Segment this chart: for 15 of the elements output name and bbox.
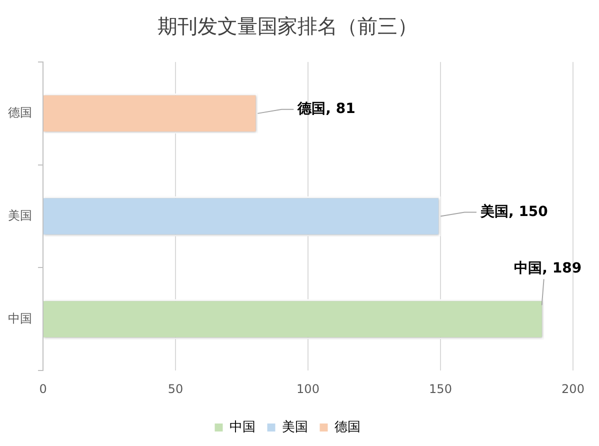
data-label: 美国, 150 bbox=[480, 202, 548, 220]
data-label: 德国, 81 bbox=[296, 101, 356, 118]
x-tick-label: 100 bbox=[296, 382, 320, 396]
y-tick-label: 德国 bbox=[8, 106, 32, 120]
x-tick-label: 50 bbox=[168, 382, 184, 396]
y-tick-label: 中国 bbox=[8, 311, 32, 326]
x-tick-label: 0 bbox=[39, 382, 47, 396]
x-tick-label: 150 bbox=[429, 382, 452, 396]
x-tick-label: 200 bbox=[562, 382, 584, 396]
legend-label: 德国 bbox=[334, 420, 360, 435]
data-label: 中国, 189 bbox=[514, 260, 582, 277]
chart-title: 期刊发文量国家排名（前三） bbox=[158, 14, 418, 38]
legend-label: 美国 bbox=[282, 418, 308, 435]
y-tick-label: 美国 bbox=[8, 208, 32, 222]
legend-label: 中国 bbox=[229, 420, 256, 435]
